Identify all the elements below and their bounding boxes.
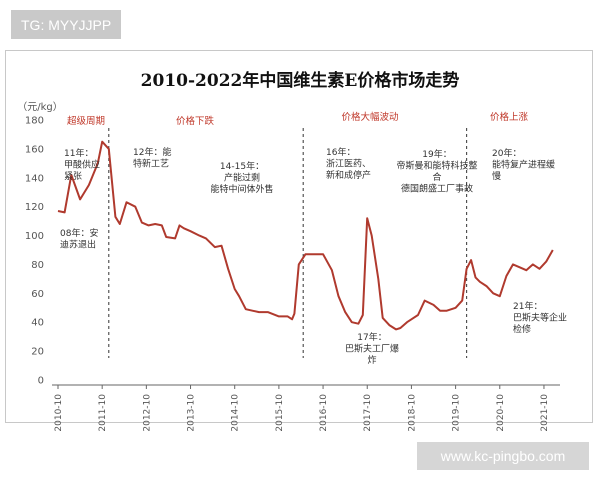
annotation-line: 浙江医药、 <box>326 158 371 170</box>
chart-frame <box>5 50 593 423</box>
annotation: 14-15年：产能过剩能特中间体外售 <box>210 160 273 195</box>
annotation-line: 甲酸供应 <box>64 159 100 171</box>
x-tick-label: 2021-10 <box>540 394 550 432</box>
y-tick-label: 140 <box>25 173 44 184</box>
x-tick-label: 2018-10 <box>407 394 417 432</box>
annotation-line: 16年： <box>326 146 355 158</box>
x-tick-label: 2016-10 <box>319 394 329 432</box>
annotation-line: 紧张 <box>64 171 82 182</box>
annotation-line: 帝斯曼和能特科技整 <box>396 160 477 172</box>
annotation-line: 炸 <box>367 354 376 366</box>
phase-label: 超级周期 <box>67 115 105 127</box>
annotation-line: 检修 <box>513 323 531 335</box>
phase-dividers <box>108 128 468 358</box>
annotation-line: 20年： <box>492 147 521 159</box>
annotation-line: 14-15年： <box>220 160 264 172</box>
y-tick-label: 120 <box>25 202 44 213</box>
x-tick-label: 2014-10 <box>231 394 241 432</box>
annotation-line: 产能过剩 <box>224 172 260 184</box>
annotation-line: 08年：安 <box>60 227 98 239</box>
watermark-top-badge: TG: MYYJJPP <box>11 10 122 39</box>
chart-title: 2010-2022年中国维生素E价格市场走势 <box>141 70 460 91</box>
watermark-bottom-badge: www.kc-pingbo.com <box>417 442 589 470</box>
y-tick-label: 0 <box>38 376 44 387</box>
annotation-line: 巴斯夫工厂爆 <box>345 343 399 355</box>
x-tick-label: 2020-10 <box>496 394 506 432</box>
annotation: 21年：巴斯夫等企业检修 <box>513 300 567 335</box>
annotation-line: 能特复产进程缓 <box>492 159 555 171</box>
annotation: 17年：巴斯夫工厂爆炸 <box>345 331 399 366</box>
annotation-line: 能特中间体外售 <box>210 183 273 195</box>
annotation-line: 德国朗盛工厂事故 <box>401 183 473 195</box>
annotation-line: 巴斯夫等企业 <box>513 312 567 324</box>
annotation-line: 特新工艺 <box>133 158 169 170</box>
annotation-line: 17年： <box>357 331 386 343</box>
annotation: 16年：浙江医药、新和成停产 <box>326 146 371 181</box>
y-tick-label: 80 <box>31 260 44 271</box>
annotation-line: 慢 <box>492 170 501 182</box>
x-tick-label: 2013-10 <box>187 394 197 432</box>
annotation-line: 12年：能 <box>133 146 171 158</box>
phase-label: 价格下跌 <box>176 115 215 127</box>
y-tick-label: 20 <box>31 347 44 358</box>
annotation: 11年：甲酸供应紧张 <box>64 147 100 182</box>
annotation: 19年：帝斯曼和能特科技整合德国朗盛工厂事故 <box>396 148 477 195</box>
annotation-line: 新和成停产 <box>326 169 371 181</box>
y-axis-label: （元/kg） <box>17 101 63 113</box>
x-tick-label: 2019-10 <box>452 394 462 432</box>
x-tick-label: 2012-10 <box>142 394 152 432</box>
annotation-line: 21年： <box>513 300 542 312</box>
x-tick-label: 2017-10 <box>363 394 373 432</box>
annotation-line: 合 <box>432 171 441 183</box>
y-tick-label: 160 <box>25 144 44 155</box>
annotation: 12年：能特新工艺 <box>133 146 171 170</box>
y-axis: 0 20 40 60 80 100 120 140 160 180 <box>25 116 44 387</box>
annotation-line: 19年： <box>422 148 451 160</box>
phase-labels: 超级周期 价格下跌 价格大幅波动 价格上涨 <box>67 111 529 127</box>
annotation-line: 11年： <box>64 147 93 159</box>
price-series-line <box>57 140 554 331</box>
x-axis: 2010-10 2011-10 2012-10 2013-10 2014-10 2015-… <box>54 385 550 432</box>
x-tick-label: 2010-10 <box>54 394 64 432</box>
y-tick-label: 60 <box>31 289 44 300</box>
annotation: 08年：安迪苏退出 <box>60 227 98 251</box>
x-tick-label: 2011-10 <box>98 394 108 432</box>
y-tick-label: 100 <box>25 231 44 242</box>
phase-label: 价格上涨 <box>490 111 529 123</box>
y-tick-label: 40 <box>31 318 44 329</box>
annotation-line: 迪苏退出 <box>60 239 96 251</box>
phase-label: 价格大幅波动 <box>341 111 398 123</box>
y-tick-label: 180 <box>25 116 44 127</box>
x-tick-label: 2015-10 <box>275 394 285 432</box>
annotation: 20年：能特复产进程缓慢 <box>492 147 555 182</box>
